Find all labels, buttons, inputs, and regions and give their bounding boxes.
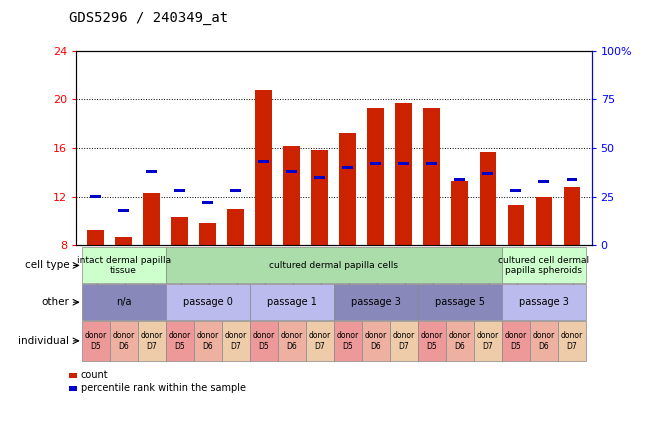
Bar <box>146 170 157 173</box>
Text: donor
D6: donor D6 <box>533 331 555 351</box>
Text: donor
D7: donor D7 <box>393 331 415 351</box>
Text: intact dermal papilla
tissue: intact dermal papilla tissue <box>77 256 171 275</box>
Text: donor
D6: donor D6 <box>449 331 471 351</box>
Bar <box>230 190 241 192</box>
Bar <box>227 209 244 245</box>
Text: passage 5: passage 5 <box>435 297 485 307</box>
Text: donor
D6: donor D6 <box>281 331 303 351</box>
Text: cell type: cell type <box>24 261 69 270</box>
Text: GDS5296 / 240349_at: GDS5296 / 240349_at <box>69 11 229 25</box>
Text: other: other <box>42 297 69 307</box>
Text: donor
D7: donor D7 <box>309 331 331 351</box>
Text: donor
D5: donor D5 <box>336 331 359 351</box>
Bar <box>175 190 185 192</box>
Text: passage 3: passage 3 <box>519 297 569 307</box>
Bar <box>454 178 465 181</box>
Bar <box>118 209 129 212</box>
Bar <box>535 197 553 245</box>
Bar <box>426 162 438 165</box>
Text: donor
D5: donor D5 <box>505 331 527 351</box>
Text: individual: individual <box>19 336 69 346</box>
Bar <box>508 205 524 245</box>
Bar <box>115 237 132 245</box>
Bar <box>258 160 269 163</box>
Bar <box>90 195 101 198</box>
Text: donor
D5: donor D5 <box>85 331 107 351</box>
Text: count: count <box>81 371 108 380</box>
Text: percentile rank within the sample: percentile rank within the sample <box>81 383 246 393</box>
Text: n/a: n/a <box>116 297 132 307</box>
Text: passage 1: passage 1 <box>267 297 317 307</box>
Text: donor
D5: donor D5 <box>421 331 443 351</box>
Bar <box>171 217 188 245</box>
Bar <box>483 172 493 175</box>
Text: donor
D5: donor D5 <box>169 331 191 351</box>
Text: donor
D7: donor D7 <box>141 331 163 351</box>
Text: passage 3: passage 3 <box>351 297 401 307</box>
Bar <box>370 162 381 165</box>
Text: cultured cell dermal
papilla spheroids: cultured cell dermal papilla spheroids <box>498 256 590 275</box>
Text: donor
D5: donor D5 <box>253 331 275 351</box>
Text: donor
D7: donor D7 <box>225 331 247 351</box>
Bar <box>451 181 468 245</box>
Bar <box>395 103 412 245</box>
Bar <box>200 223 216 245</box>
Bar <box>339 134 356 245</box>
Bar <box>143 193 160 245</box>
Text: cultured dermal papilla cells: cultured dermal papilla cells <box>269 261 399 270</box>
Bar <box>510 190 522 192</box>
Bar <box>539 180 549 183</box>
Bar <box>255 90 272 245</box>
Bar <box>564 187 580 245</box>
Bar <box>284 146 300 245</box>
Bar <box>315 176 325 179</box>
Bar <box>424 108 440 245</box>
Text: donor
D7: donor D7 <box>477 331 499 351</box>
Bar <box>311 151 329 245</box>
Text: donor
D6: donor D6 <box>196 331 219 351</box>
Bar <box>342 166 353 169</box>
Bar <box>286 170 297 173</box>
Text: passage 0: passage 0 <box>183 297 233 307</box>
Text: donor
D7: donor D7 <box>561 331 583 351</box>
Text: donor
D6: donor D6 <box>365 331 387 351</box>
Bar <box>202 201 214 204</box>
Bar <box>399 162 409 165</box>
Text: donor
D6: donor D6 <box>112 331 135 351</box>
Bar <box>479 152 496 245</box>
Bar <box>368 108 384 245</box>
Bar <box>566 178 578 181</box>
Bar <box>87 230 104 245</box>
